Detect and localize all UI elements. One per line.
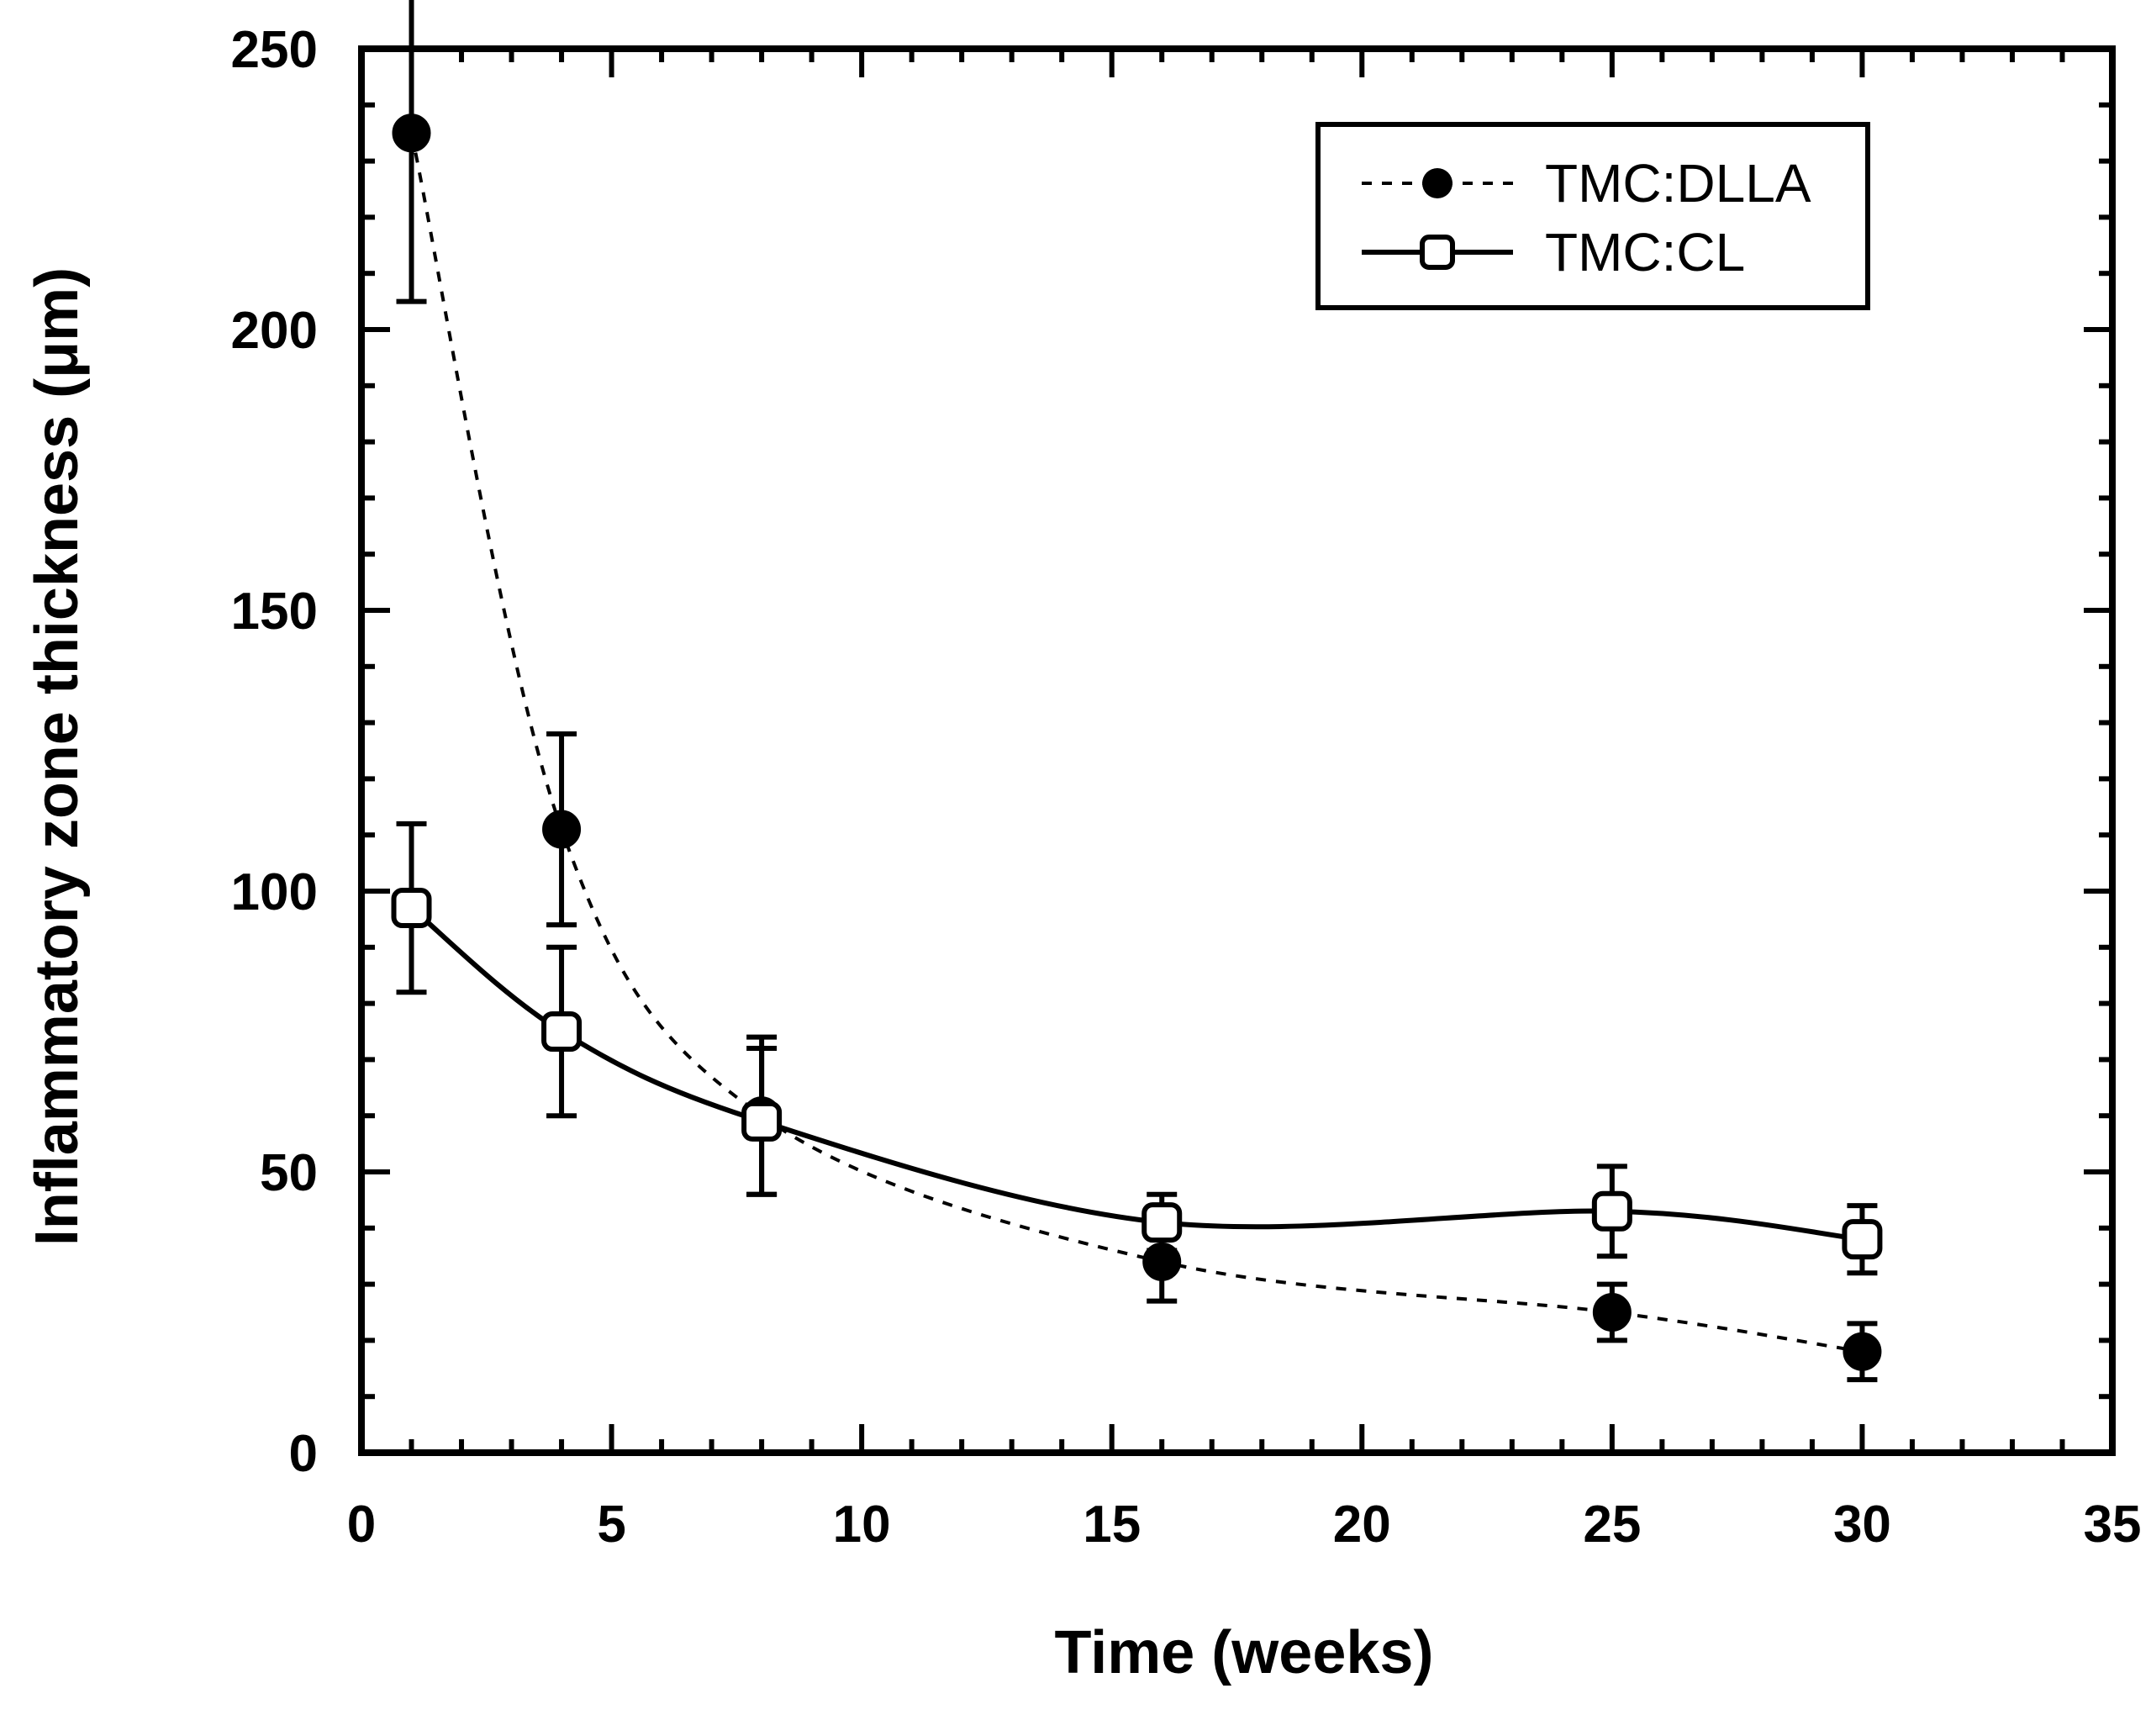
series-line-tmc-cl [409,905,1863,1243]
x-tick-label: 30 [1833,1496,1891,1554]
y-tick-label: 0 [289,1425,318,1483]
axes-frame [358,45,2116,1456]
x-tick-label: 10 [833,1496,891,1554]
data-point-tmc-dlla [392,113,431,153]
y-axis-label: Inflammatory zone thickness (μm) [24,267,91,1246]
x-tick-label: 20 [1333,1496,1391,1554]
x-tick-label: 0 [347,1496,376,1554]
legend-label-tmc-cl: TMC:CL [1545,222,1745,282]
data-point-tmc-cl [391,888,432,929]
data-point-tmc-dlla [1142,1242,1182,1281]
data-point-tmc-dlla [1843,1332,1882,1371]
x-tick-label: 25 [1583,1496,1641,1554]
legend-box [1315,122,1870,310]
data-point-tmc-cl [1842,1219,1883,1260]
data-point-tmc-dlla [542,810,582,849]
plot-frame [358,45,2116,1456]
y-tick-labels: 0 50 100 150 200 250 [231,21,318,1483]
data-point-tmc-cl [741,1100,783,1142]
axis-ticks [359,46,2115,1455]
y-tick-label: 200 [231,302,318,360]
x-tick-label: 35 [2084,1496,2142,1554]
y-tick-label: 250 [231,21,318,79]
y-tick-label: 50 [260,1144,318,1202]
x-axis-label: Time (weeks) [1055,1619,1434,1686]
data-point-tmc-cl [1591,1190,1632,1232]
legend-marker-tmc-dlla [1422,168,1452,198]
data-point-tmc-cl [1141,1202,1183,1243]
legend: TMC:DLLA TMC:CL [1315,122,1870,310]
legend-label-tmc-dlla: TMC:DLLA [1545,153,1811,214]
y-tick-label: 100 [231,863,318,921]
series-line-tmc-dlla [409,132,1863,1353]
x-tick-label: 5 [597,1496,625,1554]
data-point-tmc-cl [541,1011,583,1052]
data-point-tmc-dlla [1592,1293,1632,1332]
x-tick-labels: 0 5 10 15 20 25 30 35 [347,1496,2142,1554]
x-tick-label: 15 [1083,1496,1141,1554]
legend-marker-tmc-cl [1420,235,1455,270]
plot-area [391,0,1883,1383]
y-tick-label: 150 [231,583,318,641]
